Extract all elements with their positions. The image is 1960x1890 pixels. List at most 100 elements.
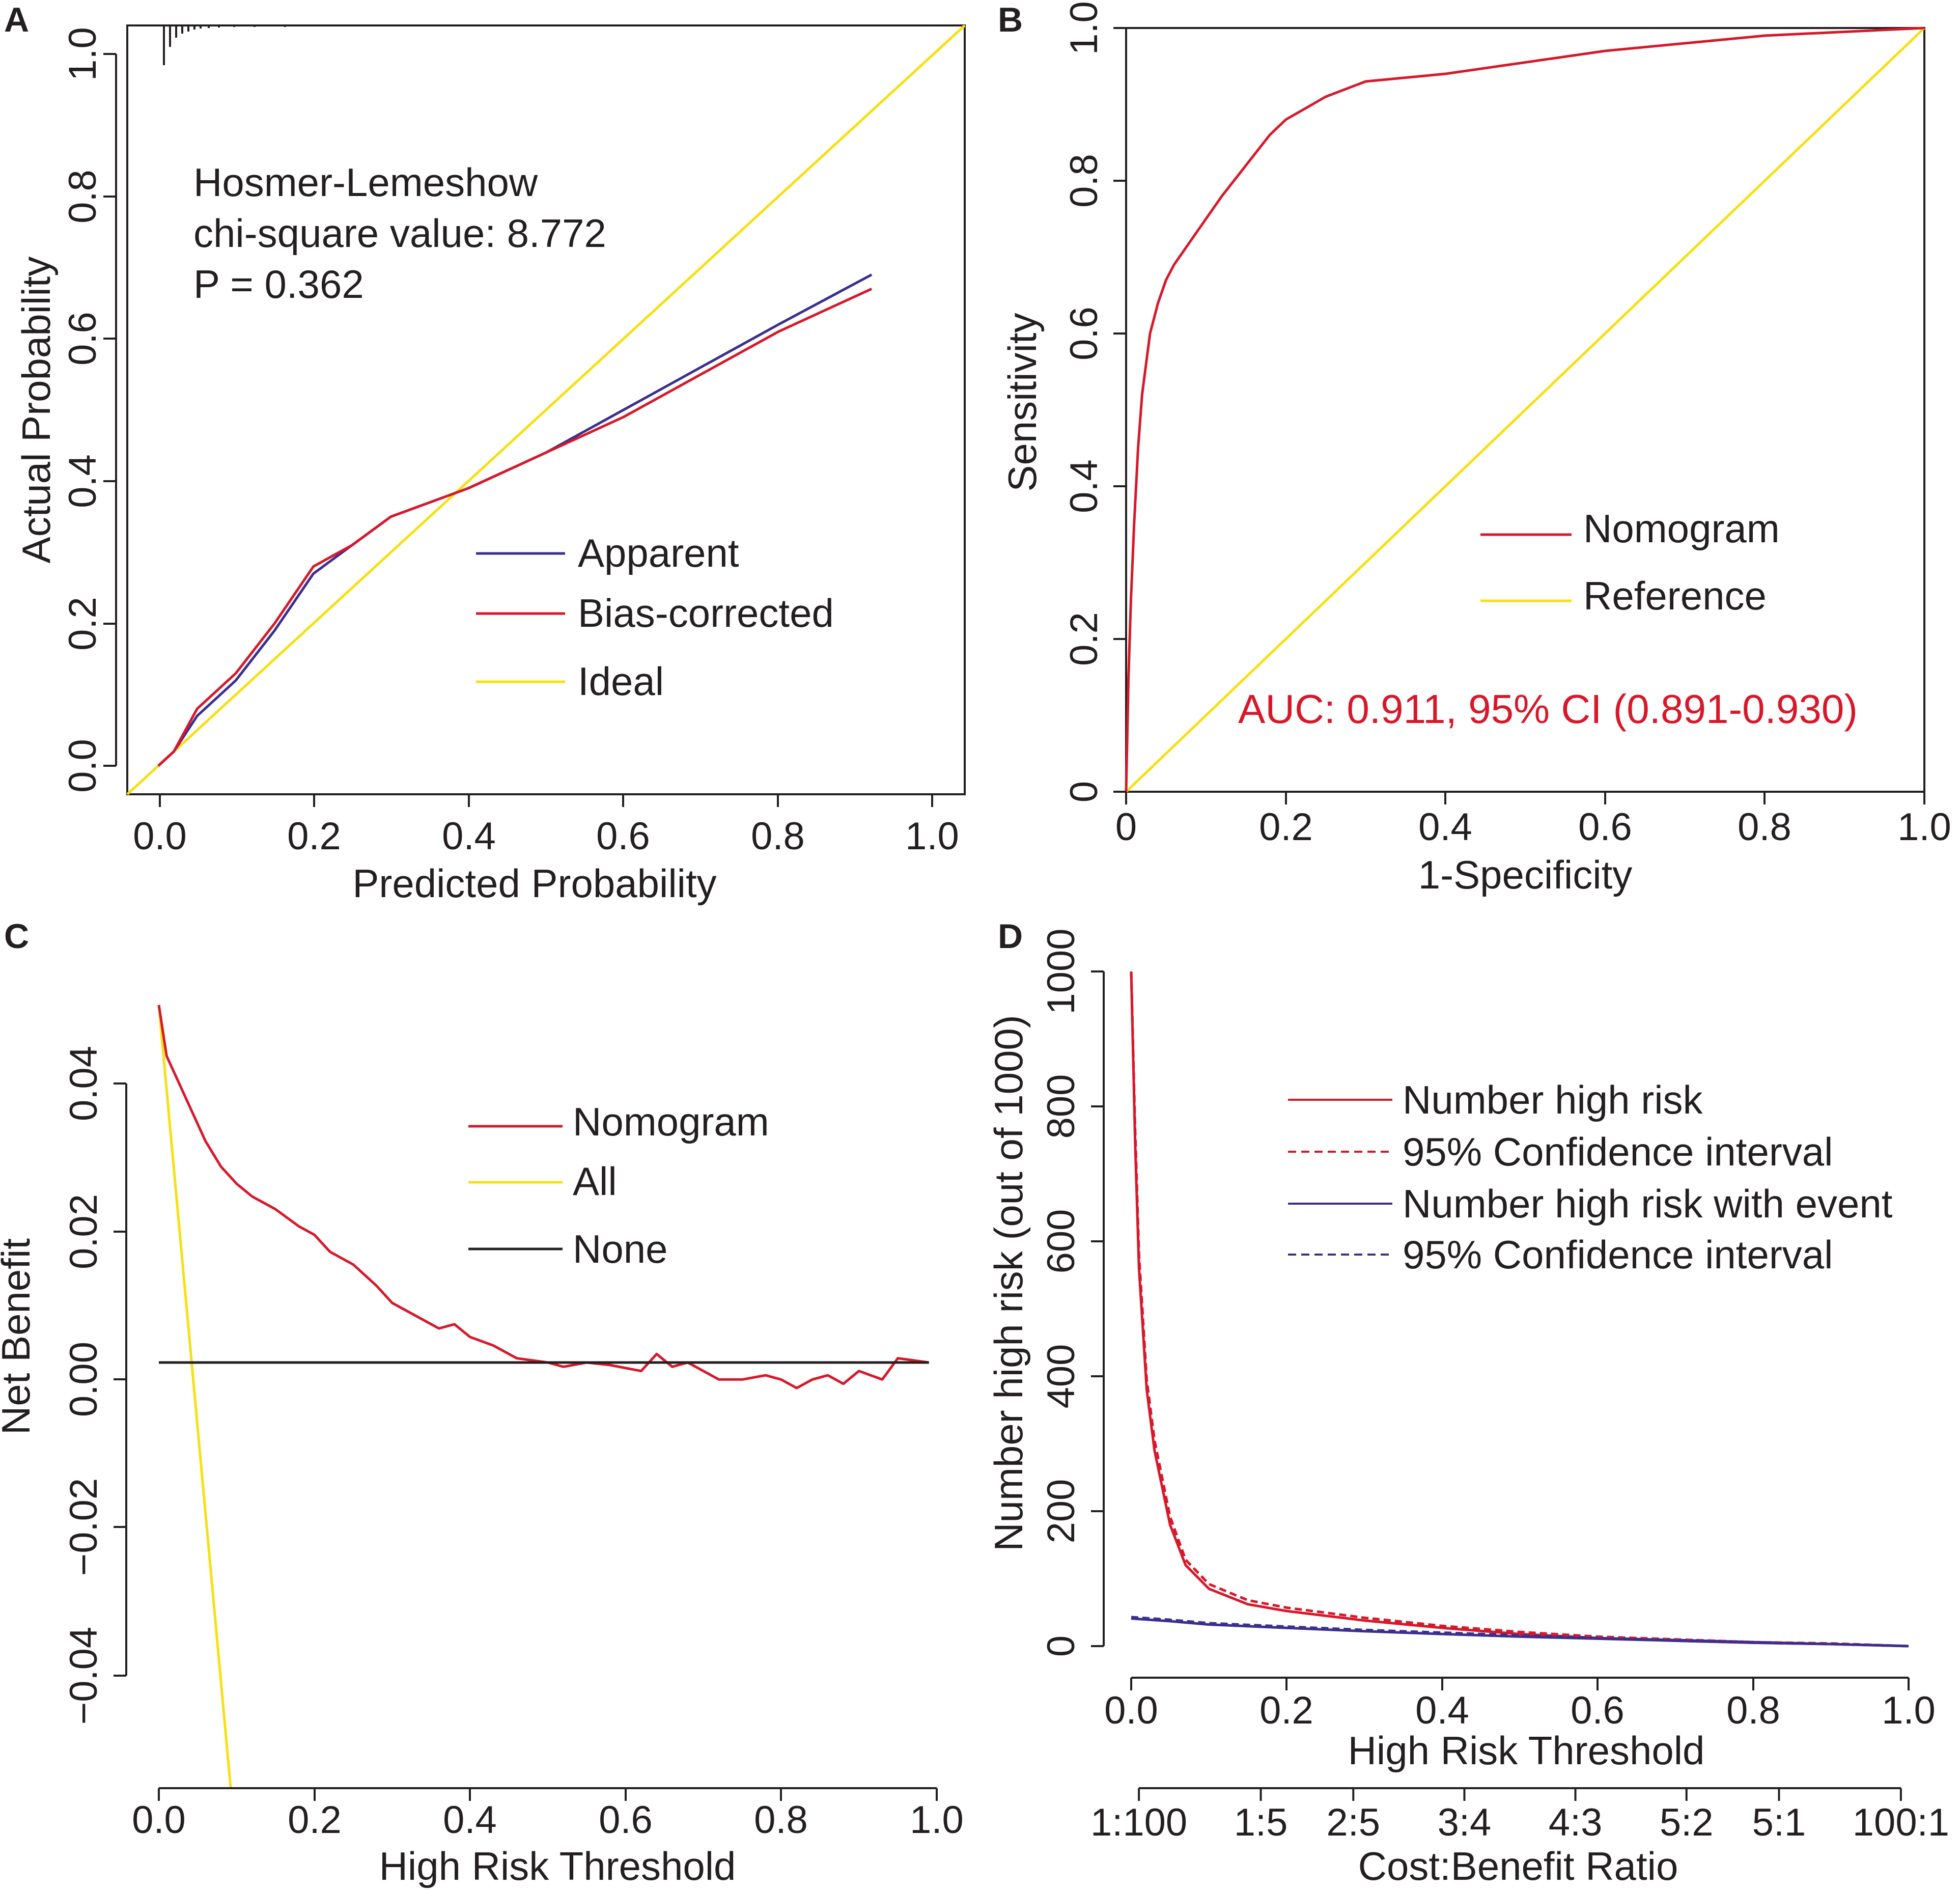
- panel-c-series: [157, 1005, 930, 1789]
- panel-d-y-ticks: [1091, 970, 1104, 1647]
- panel-c-xtick-label: 0.6: [599, 1798, 653, 1842]
- panel-d-ytick-label: 200: [1040, 1479, 1083, 1544]
- panel-d-cost-benefit-tick-label: 100:1: [1853, 1801, 1949, 1844]
- panel-d-y-axis-title: Number high risk (out of 1000): [986, 1015, 1031, 1551]
- panel-a-legend: Apparent Bias-corrected Ideal: [476, 531, 834, 704]
- panel-b-ytick-label: 0.8: [1062, 154, 1106, 208]
- panel-c-xtick-label: 0.2: [288, 1798, 342, 1842]
- panel-a-series-bias-corrected-1: [157, 288, 873, 767]
- panel-c-x-ticks: [158, 1788, 938, 1801]
- panel-b-ytick-label: 0.2: [1062, 612, 1106, 666]
- panel-c-xtick-label: 0.4: [443, 1798, 497, 1842]
- legend-all-label: All: [573, 1159, 617, 1204]
- legend-none-label: None: [573, 1227, 667, 1271]
- panel-d-cost-benefit-title: Cost:Benefit Ratio: [1358, 1844, 1678, 1888]
- panel-c-series-nomogram-0: [157, 1005, 930, 1389]
- panel-c-legend: Nomogram All None: [468, 1099, 769, 1271]
- panel-a-xtick-label: 0.4: [442, 815, 496, 858]
- panel-c-series-all-1: [157, 1005, 232, 1789]
- panel-d-cost-benefit-tick-label: 5:1: [1752, 1801, 1806, 1844]
- panel-d-series-number-high-risk-0: [1130, 971, 1909, 1648]
- panel-b: B 0 0.2 0.4 0.6 0.8 1.0 1-Specificity: [998, 1, 1951, 897]
- panel-a-xtick-label: 0.8: [751, 815, 805, 858]
- panel-a-series-ideal-2: [126, 24, 966, 795]
- panel-c-x-axis-title: High Risk Threshold: [379, 1844, 736, 1888]
- panel-c-ytick-label: 0.00: [62, 1342, 105, 1417]
- panel-b-y-tick-labels: 0 0.2 0.4 0.6 0.8 1.0: [1062, 1, 1106, 802]
- panel-d-xtick-label: 0.4: [1415, 1689, 1469, 1732]
- panel-b-xtick-label: 0: [1115, 805, 1137, 849]
- panel-a-ytick-label: 0.6: [61, 312, 104, 366]
- panel-b-x-tick-labels: 0 0.2 0.4 0.6 0.8 1.0: [1115, 805, 1951, 849]
- panel-a-series-apparent-0: [157, 273, 873, 767]
- panel-a-y-tick-labels: 0.0 0.2 0.4 0.6 0.8 1.0: [61, 27, 104, 793]
- legend-number-high-risk-label: Number high risk: [1403, 1077, 1703, 1122]
- panel-b-y-ticks: [1113, 27, 1126, 793]
- panel-b-xtick-label: 1.0: [1897, 805, 1951, 849]
- panel-b-xtick-label: 0.4: [1418, 805, 1472, 849]
- legend-red-ci-label: 95% Confidence interval: [1403, 1129, 1833, 1174]
- panel-b-ytick-label: 0.6: [1062, 307, 1106, 360]
- panel-b-legend: Nomogram Reference: [1480, 506, 1780, 618]
- hosmer-lemeshow-title: Hosmer-Lemeshow: [193, 160, 538, 205]
- panel-b-ytick-label: 0: [1062, 781, 1106, 802]
- panel-a-x-axis-title: Predicted Probability: [352, 861, 716, 906]
- panel-a-ytick-label: 1.0: [61, 27, 104, 81]
- panel-d-x-tick-labels: 0.0 0.2 0.4 0.6 0.8 1.0: [1104, 1689, 1936, 1732]
- panel-b-plot-frame: [1125, 27, 1925, 793]
- panel-a-ytick-label: 0.2: [61, 597, 104, 651]
- panel-d-y-tick-labels: 0 200 400 600 800 1000: [1040, 928, 1083, 1657]
- panel-d-ytick-label: 600: [1040, 1209, 1083, 1274]
- panel-a-ytick-label: 0.8: [61, 170, 104, 224]
- panel-a-y-ticks: [103, 53, 116, 767]
- panel-a-annotation: Hosmer-Lemeshow chi-square value: 8.772 …: [193, 160, 606, 307]
- panel-d-xtick-label: 0.0: [1104, 1689, 1158, 1732]
- panel-d-ytick-label: 0: [1040, 1635, 1083, 1657]
- legend-bias-corrected-label: Bias-corrected: [578, 591, 834, 635]
- panel-b-series: [1125, 26, 1925, 793]
- panel-c-y-ticks: [114, 1082, 126, 1677]
- panel-b-x-ticks: [1125, 792, 1925, 804]
- panel-a-ytick-label: 0.0: [61, 739, 104, 793]
- panel-a-ytick-label: 0.4: [61, 454, 104, 508]
- panel-b-label: B: [998, 1, 1023, 39]
- panel-c-ytick-label: −0.02: [62, 1478, 105, 1576]
- panel-a-xtick-label: 0.2: [287, 815, 341, 858]
- panel-c: C 0.0 0.2 0.4 0.6 0.8 1.0 High Risk Thre…: [0, 917, 964, 1888]
- panel-d-cost-benefit-ticks: 1:100 1:5 2:5 3:4 4:3 5:2 5:1 100:1: [1090, 1788, 1949, 1844]
- panel-c-ytick-label: −0.04: [62, 1627, 105, 1725]
- panel-c-xtick-label: 0.8: [754, 1798, 808, 1842]
- panel-d-xtick-label: 0.6: [1571, 1689, 1625, 1732]
- panel-d-xtick-label: 0.8: [1726, 1689, 1780, 1732]
- panel-d-series-95-confidence-interval-3: [1131, 1616, 1909, 1648]
- panel-a-x-tick-labels: 0.0 0.2 0.4 0.6 0.8 1.0: [133, 815, 959, 858]
- panel-d-xtick-label: 1.0: [1882, 1689, 1936, 1732]
- panel-b-series-nomogram-0: [1125, 26, 1925, 792]
- panel-b-series-reference-1: [1125, 27, 1925, 793]
- panel-d-x-ticks: [1130, 1678, 1910, 1690]
- panel-d-label: D: [998, 917, 1023, 956]
- panel-d-cost-benefit-tick-label: 2:5: [1326, 1801, 1380, 1844]
- panel-a-rug: [163, 25, 286, 65]
- panel-d-legend: Number high risk 95% Confidence interval…: [1288, 1077, 1893, 1277]
- panel-a-xtick-label: 0.6: [596, 815, 650, 858]
- legend-nomogram-label: Nomogram: [1583, 506, 1780, 551]
- panel-d-cost-benefit-tick-label: 1:5: [1234, 1801, 1288, 1844]
- panel-a: A 0.0 0.2: [4, 1, 966, 906]
- legend-with-event-label: Number high risk with event: [1403, 1181, 1893, 1226]
- panel-c-y-tick-labels: −0.04 −0.02 0.00 0.02 0.04: [62, 1046, 105, 1725]
- panel-c-ytick-label: 0.04: [62, 1046, 105, 1121]
- p-value: P = 0.362: [193, 262, 364, 307]
- panel-a-x-ticks: [159, 794, 933, 807]
- panel-c-x-tick-labels: 0.0 0.2 0.4 0.6 0.8 1.0: [132, 1798, 964, 1842]
- panel-a-y-axis-title: Actual Probability: [14, 257, 59, 564]
- panel-d-cost-benefit-tick-label: 1:100: [1090, 1801, 1187, 1844]
- panel-d-series: [1130, 971, 1909, 1648]
- legend-nomogram-label: Nomogram: [573, 1099, 769, 1144]
- auc-annotation: AUC: 0.911, 95% CI (0.891-0.930): [1238, 686, 1858, 732]
- chi-square-value: chi-square value: 8.772: [193, 211, 606, 256]
- panel-d-cost-benefit-tick-label: 5:2: [1660, 1801, 1714, 1844]
- panel-b-xtick-label: 0.2: [1259, 805, 1313, 849]
- panel-d-series-95-confidence-interval-1: [1130, 971, 1909, 1648]
